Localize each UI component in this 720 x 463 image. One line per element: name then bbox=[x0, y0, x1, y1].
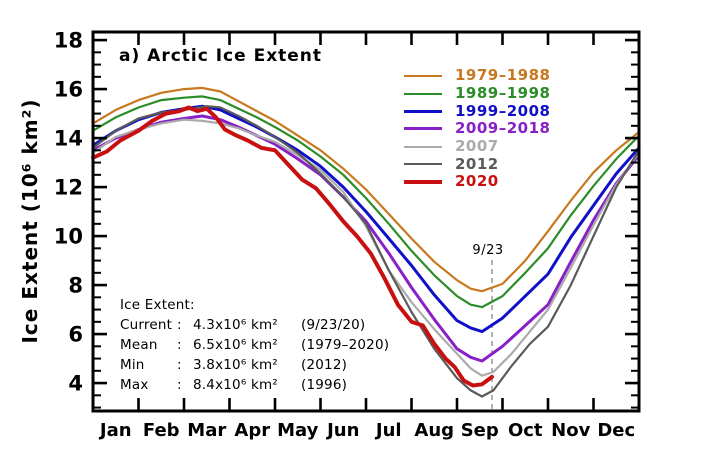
legend-line-swatch bbox=[404, 92, 442, 95]
legend-item-label: 2012 bbox=[455, 154, 499, 173]
min-date-label: 9/23 bbox=[472, 243, 503, 258]
stat-colon: : bbox=[177, 337, 182, 353]
legend-item-label: 1989–1998 bbox=[455, 84, 551, 103]
stat-value: 3.8x10⁶ km² bbox=[193, 357, 278, 373]
stat-row-current: Current:4.3x10⁶ km² (9/23/20) bbox=[120, 315, 389, 335]
series-line-2020 bbox=[91, 105, 494, 388]
x-tick-label-nov: Nov bbox=[551, 420, 590, 441]
x-tick-label-jan: Jan bbox=[98, 420, 132, 441]
legend-item-1989-1998: 1989–1998 bbox=[404, 85, 551, 103]
stat-name: Current bbox=[120, 317, 173, 333]
legend-line-swatch bbox=[404, 127, 442, 131]
y-tick-label-18: 18 bbox=[54, 29, 83, 53]
series-line-1979-1988 bbox=[91, 86, 641, 293]
series-line-2009-2018 bbox=[91, 114, 641, 363]
y-tick-label-8: 8 bbox=[68, 274, 83, 298]
stats-heading: Ice Extent: bbox=[120, 297, 195, 313]
stat-colon: : bbox=[177, 317, 182, 333]
legend-item-label: 2020 bbox=[455, 172, 499, 191]
stat-value: 8.4x10⁶ km² bbox=[193, 377, 278, 393]
stat-colon: : bbox=[177, 357, 182, 373]
x-tick-label-may: May bbox=[277, 420, 319, 441]
stat-row-min: Min:3.8x10⁶ km² (2012) bbox=[120, 355, 389, 375]
legend-line-swatch bbox=[404, 145, 442, 148]
ice-extent-stats: Ice Extent: Current:4.3x10⁶ km² (9/23/20)… bbox=[120, 295, 389, 395]
series-line-2012 bbox=[91, 105, 641, 398]
y-tick-label-10: 10 bbox=[54, 225, 83, 249]
legend-item-1979-1988: 1979–1988 bbox=[404, 67, 551, 85]
legend-line-swatch bbox=[404, 163, 442, 166]
x-tick-label-mar: Mar bbox=[187, 420, 226, 441]
y-tick-label-4: 4 bbox=[68, 372, 83, 396]
legend-item-2009-2018: 2009–2018 bbox=[404, 120, 551, 138]
y-tick-label-14: 14 bbox=[54, 127, 83, 151]
legend-item-label: 1979–1988 bbox=[455, 66, 551, 85]
stat-note: (1979–2020) bbox=[301, 337, 390, 353]
y-axis-title: Ice Extent (10⁶ km²) bbox=[18, 98, 42, 344]
x-tick-label-dec: Dec bbox=[597, 420, 635, 441]
x-tick-label-aug: Aug bbox=[414, 420, 454, 441]
y-tick-label-6: 6 bbox=[68, 323, 83, 347]
legend-item-1999-2008: 1999–2008 bbox=[404, 102, 551, 120]
stat-value: 4.3x10⁶ km² bbox=[193, 317, 278, 333]
legend-line-swatch bbox=[404, 179, 442, 184]
legend-item-label: 2009–2018 bbox=[455, 119, 551, 138]
legend-item-label: 2007 bbox=[455, 137, 499, 156]
legend-item-2012: 2012 bbox=[404, 155, 551, 173]
chart-legend: 1979–1988 1989–1998 1999–2008 2009–2018 2007… bbox=[404, 67, 551, 191]
y-tick-label-16: 16 bbox=[54, 78, 83, 102]
x-tick-label-apr: Apr bbox=[234, 420, 270, 441]
series-line-1989-1998 bbox=[91, 95, 641, 309]
stat-note: (9/23/20) bbox=[301, 317, 366, 333]
stat-value: 6.5x10⁶ km² bbox=[193, 337, 278, 353]
stat-row-max: Max:8.4x10⁶ km² (1996) bbox=[120, 375, 389, 395]
legend-line-swatch bbox=[404, 74, 442, 77]
x-tick-label-oct: Oct bbox=[508, 420, 543, 441]
stat-name: Min bbox=[120, 357, 145, 373]
x-tick-label-feb: Feb bbox=[143, 420, 180, 441]
stat-name: Mean bbox=[120, 337, 158, 353]
y-tick-label-12: 12 bbox=[54, 176, 83, 200]
x-tick-label-jun: Jun bbox=[325, 420, 359, 441]
stat-note: (1996) bbox=[301, 377, 348, 393]
chart-title: a) Arctic Ice Extent bbox=[119, 46, 323, 66]
x-tick-label-sep: Sep bbox=[461, 420, 499, 441]
stat-note: (2012) bbox=[301, 357, 348, 373]
stat-colon: : bbox=[177, 377, 182, 393]
stat-row-mean: Mean:6.5x10⁶ km² (1979–2020) bbox=[120, 335, 389, 355]
x-tick-label-jul: Jul bbox=[374, 420, 402, 441]
legend-item-label: 1999–2008 bbox=[455, 101, 551, 120]
legend-item-2007: 2007 bbox=[404, 138, 551, 156]
legend-line-swatch bbox=[404, 109, 442, 113]
stat-name: Max bbox=[120, 377, 149, 393]
legend-item-2020: 2020 bbox=[404, 173, 551, 191]
